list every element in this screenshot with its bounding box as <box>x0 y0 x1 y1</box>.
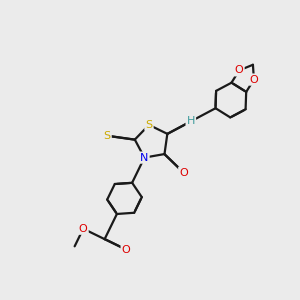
Text: O: O <box>235 65 244 75</box>
Text: S: S <box>103 131 111 141</box>
Text: N: N <box>140 153 148 163</box>
Text: H: H <box>187 116 195 126</box>
Text: O: O <box>179 167 188 178</box>
Text: O: O <box>250 75 258 85</box>
Text: S: S <box>146 120 152 130</box>
Text: O: O <box>122 244 130 255</box>
Text: O: O <box>79 224 88 234</box>
